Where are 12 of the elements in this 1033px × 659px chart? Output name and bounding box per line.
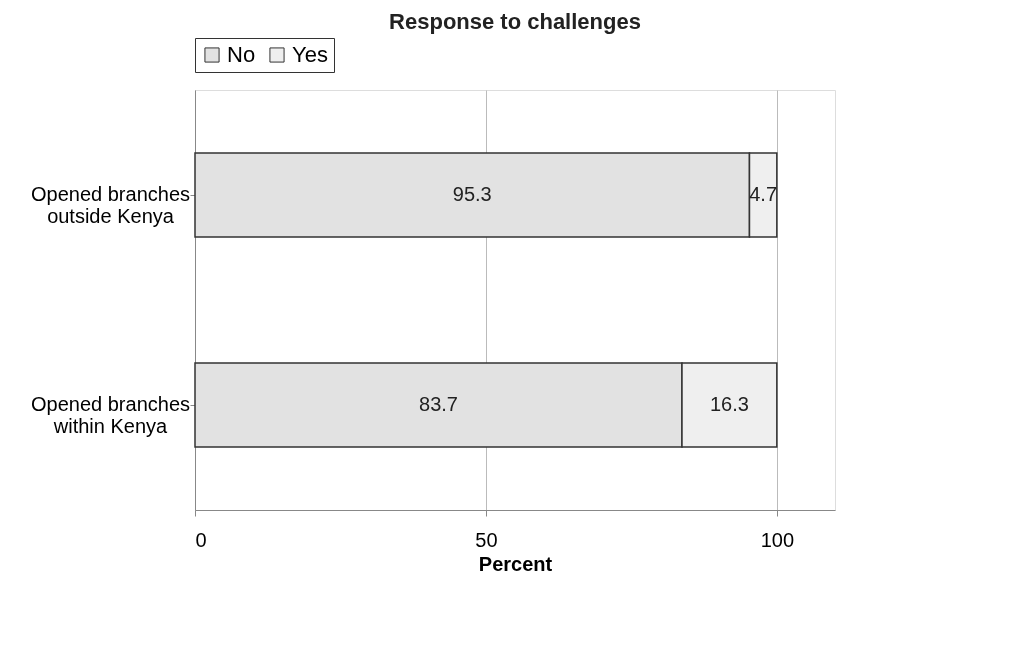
x-tick-label: 100: [760, 528, 795, 551]
legend-label: Yes: [292, 42, 328, 67]
data-label: 16.3: [709, 393, 749, 415]
data-label: 83.7: [419, 393, 458, 415]
legend-label: No: [227, 42, 256, 67]
x-axis-title: Percent: [478, 552, 553, 575]
data-label: 95.3: [452, 183, 492, 205]
x-tick-label: 0: [195, 528, 207, 551]
x-tick-label: 50: [475, 528, 498, 551]
y-tick-label: Opened branches outside Kenya: [30, 183, 191, 227]
y-tick-label: Opened branches within Kenya: [30, 393, 191, 437]
chart-title: Response to challenges: [389, 8, 641, 34]
